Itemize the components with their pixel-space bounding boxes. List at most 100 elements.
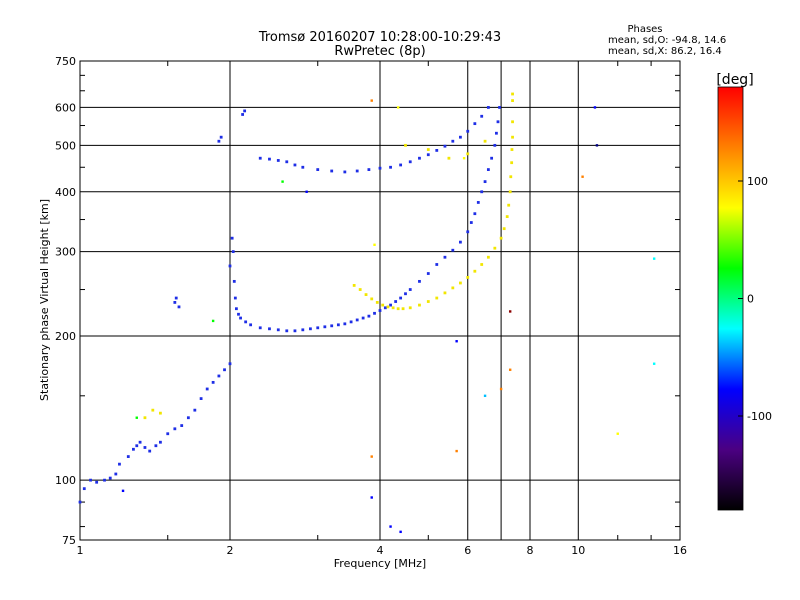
scatter-point-o	[408, 288, 412, 291]
scatter-point-o	[343, 170, 347, 174]
scatter-point-x	[418, 303, 421, 307]
scatter-point-o	[316, 326, 320, 330]
scatter-point-x	[435, 296, 439, 300]
x-tick-label: 10	[571, 544, 585, 557]
scatter-point-o	[199, 397, 203, 400]
scatter-point-o	[239, 316, 242, 320]
scatter-point-noise	[595, 144, 599, 147]
phases-header: Phases	[627, 24, 662, 35]
colorbar-tick-label: 0	[747, 293, 754, 306]
scatter-point-x	[466, 152, 470, 156]
x-tick-label: 16	[673, 544, 687, 557]
scatter-point-o	[193, 408, 197, 412]
x-tick-label: 8	[527, 544, 534, 557]
scatter-point-x	[510, 161, 514, 165]
scatter-point-x	[480, 263, 484, 266]
x-tick-label: 2	[227, 544, 234, 557]
scatter-point-o	[233, 296, 237, 300]
scatter-point-o	[399, 296, 403, 300]
y-tick-label: 200	[55, 330, 76, 343]
scatter-point-o	[399, 163, 403, 167]
colorbar: 100 0 -100	[717, 86, 772, 511]
scatter-point-o	[466, 230, 470, 234]
y-tick-label: 300	[55, 246, 76, 259]
scatter-point-x	[364, 293, 368, 296]
scatter-point-o	[217, 139, 221, 143]
scatter-point-noise	[399, 530, 402, 534]
scatter-point-o	[496, 120, 500, 124]
scatter-point-o	[473, 212, 477, 216]
scatter-point-o	[205, 387, 209, 391]
scatter-point-x	[375, 301, 379, 304]
scatter-point-o	[443, 255, 447, 259]
y-tick-label: 100	[55, 474, 76, 487]
y-tick-label: 500	[55, 139, 76, 152]
scatter-point-o	[389, 303, 392, 307]
scatter-point-o	[378, 309, 382, 312]
scatter-point-x	[352, 284, 356, 287]
scatter-point-noise	[652, 362, 656, 365]
scatter-point-o	[293, 163, 297, 167]
scatter-point-x	[426, 148, 430, 151]
scatter-point-o	[173, 301, 177, 304]
scatter-point-o	[301, 165, 305, 169]
scatter-point-o	[219, 135, 223, 139]
x-tick-label: 4	[377, 544, 384, 557]
scatter-point-o	[138, 440, 142, 444]
scatter-point-o	[217, 374, 221, 378]
scatter-point-o	[435, 263, 439, 266]
scatter-point-o	[486, 106, 490, 109]
scatter-point-o	[378, 166, 382, 170]
scatter-point-o	[258, 326, 262, 330]
x-axis-label: Frequency [MHz]	[334, 557, 426, 570]
colorbar-tick-label: 100	[747, 175, 768, 188]
scatter-point-o	[418, 279, 421, 283]
scatter-point-o	[174, 296, 178, 300]
scatter-point-o	[355, 169, 359, 173]
y-axis-label: Stationary phase Virtual Height [km]	[38, 199, 51, 401]
scatter-point-o	[473, 122, 477, 126]
scatter-point-o	[268, 327, 271, 331]
scatter-point-o	[493, 143, 497, 147]
scatter-point-x	[511, 99, 514, 102]
scatter-point-x	[507, 203, 511, 207]
scatter-point-o	[355, 318, 359, 322]
scatter-point-noise	[281, 180, 284, 183]
scatter-point-o	[135, 444, 139, 448]
scatter-point-noise	[508, 310, 512, 313]
scatter-point-o	[301, 328, 305, 332]
scatter-point-o	[330, 324, 334, 328]
scatter-point-noise	[652, 257, 656, 260]
scatter-point-o	[118, 462, 121, 466]
scatter-point-noise	[370, 455, 373, 458]
scatter-point-noise	[389, 525, 392, 528]
scatter-point-o	[230, 236, 234, 240]
scatter-point-o	[486, 168, 490, 171]
scatter-point-o	[148, 449, 152, 453]
scatter-point-o	[223, 368, 226, 372]
scatter-point-o	[232, 279, 236, 283]
scatter-point-o	[180, 424, 184, 427]
scatter-point-x	[143, 416, 147, 420]
scatter-point-x	[510, 148, 514, 151]
scatter-point-x	[486, 255, 490, 259]
scatter-point-x	[443, 291, 447, 295]
scatter-point-o	[211, 380, 215, 384]
scatter-point-o	[132, 447, 135, 451]
scatter-point-noise	[370, 99, 373, 102]
scatter-point-o	[126, 455, 130, 458]
scatter-point-x	[499, 236, 503, 240]
scatter-point-o	[336, 323, 340, 327]
scatter-point-o	[276, 328, 280, 332]
scatter-point-x	[391, 306, 395, 310]
scatter-point-o	[234, 307, 238, 311]
scatter-point-noise	[135, 416, 138, 419]
scatter-point-x	[509, 175, 513, 179]
scatter-point-x	[473, 269, 477, 273]
scatter-point-x	[466, 276, 470, 279]
scatter-point-o	[114, 472, 118, 476]
scatter-point-x	[401, 307, 405, 311]
scatter-point-o	[498, 106, 501, 109]
scatter-point-o	[237, 312, 240, 316]
scatter-point-x	[511, 135, 514, 139]
